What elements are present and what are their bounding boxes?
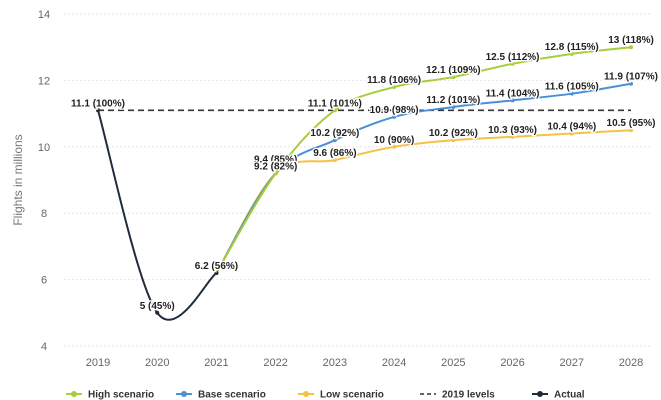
y-tick-label: 10 xyxy=(38,142,50,154)
data-point-low-scenario xyxy=(332,158,337,163)
data-label-low-scenario: 10.2 (92%) xyxy=(429,128,478,139)
data-label-actual: 6.2 (56%) xyxy=(195,261,238,272)
data-point-actual xyxy=(155,310,160,315)
data-point-high-scenario xyxy=(273,171,278,176)
data-label-base-scenario: 11.4 (104%) xyxy=(486,88,540,99)
x-tick-label: 2023 xyxy=(323,357,347,369)
data-label-high-scenario: 12.1 (109%) xyxy=(426,65,480,76)
data-label-low-scenario: 9.4 (85%) xyxy=(254,155,297,166)
data-point-base-scenario xyxy=(569,91,574,96)
x-tick-label: 2027 xyxy=(560,357,584,369)
data-point-low-scenario xyxy=(392,144,397,149)
series-line-low-scenario xyxy=(215,129,632,274)
data-point-base-scenario xyxy=(332,138,337,143)
data-label-low-scenario: 9.6 (86%) xyxy=(313,148,356,159)
data-label-base-scenario: 11.2 (101%) xyxy=(426,95,480,106)
data-label-base-scenario: 11.6 (105%) xyxy=(545,82,599,93)
axes: 4 6 8 10 12 14 2019 2020 2021 2022 2023 2024 2025 202… xyxy=(38,9,643,369)
data-label-low-scenario: 9.2 (82%) xyxy=(254,161,297,172)
data-point-high-scenario xyxy=(569,51,574,56)
data-label-low-scenario: 10.4 (94%) xyxy=(547,122,596,133)
x-tick-label: 2026 xyxy=(500,357,524,369)
data-label-base-scenario: 11.9 (107%) xyxy=(604,72,658,83)
series-line-actual xyxy=(97,109,218,321)
y-axis-label: Flights in millions xyxy=(11,134,25,225)
x-tick-label: 2019 xyxy=(86,357,110,369)
data-label-2019-levels: 11.1 (101%) xyxy=(308,98,362,109)
data-label-base-scenario: 10.9 (98%) xyxy=(370,105,419,116)
data-point-base-scenario xyxy=(629,81,633,86)
data-point-low-scenario xyxy=(569,131,574,136)
data-point-low-scenario xyxy=(451,138,456,143)
data-point-base-scenario xyxy=(510,98,515,103)
data-point-base-scenario xyxy=(451,104,456,109)
x-tick-label: 2020 xyxy=(145,357,169,369)
data-point-actual xyxy=(214,270,219,275)
data-label-low-scenario: 10.3 (93%) xyxy=(488,125,537,136)
data-point-high-scenario xyxy=(332,108,337,113)
legend-item-base-scenario[interactable]: Base scenario xyxy=(176,390,266,400)
data-label-actual: 11.1 (100%) xyxy=(71,98,125,109)
x-tick-label: 2022 xyxy=(263,357,287,369)
series xyxy=(96,45,633,321)
legend-label: High scenario xyxy=(88,390,154,400)
y-tick-label: 8 xyxy=(41,208,47,220)
legend-marker xyxy=(181,391,187,397)
legend-marker xyxy=(71,391,77,397)
data-point-high-scenario xyxy=(451,75,456,80)
x-tick-label: 2028 xyxy=(619,357,643,369)
legend-label: Actual xyxy=(554,390,585,400)
data-label-low-scenario: 10.5 (95%) xyxy=(607,118,656,129)
legend-marker xyxy=(537,391,543,397)
y-tick-label: 4 xyxy=(41,341,47,353)
y-tick-label: 12 xyxy=(38,75,50,87)
legend-label: Low scenario xyxy=(320,390,384,400)
data-label-high-scenario: 13 (118%) xyxy=(608,35,654,46)
data-label-high-scenario: 11.8 (106%) xyxy=(367,75,421,86)
legend-item-low-scenario[interactable]: Low scenario xyxy=(298,390,384,400)
grid xyxy=(64,13,651,347)
data-label-base-scenario: 10.2 (92%) xyxy=(310,128,359,139)
data-label-high-scenario: 12.5 (112%) xyxy=(486,52,540,63)
legend-item-high-scenario[interactable]: High scenario xyxy=(66,390,154,400)
data-point-low-scenario xyxy=(510,134,515,139)
data-label-high-scenario: 12.8 (115%) xyxy=(545,42,599,53)
data-label-low-scenario: 10 (90%) xyxy=(374,135,415,146)
y-tick-label: 6 xyxy=(41,275,47,287)
data-labels: 11.8 (106%) 12.1 (109%) 12.5 (112%) 12.8 (1… xyxy=(70,34,659,313)
legend-item-2019-levels[interactable]: 2019 levels xyxy=(420,390,495,400)
legend-label: Base scenario xyxy=(198,390,266,400)
legend-label: 2019 levels xyxy=(442,390,495,400)
legend-item-actual[interactable]: Actual xyxy=(532,390,585,400)
data-point-low-scenario xyxy=(629,128,633,133)
legend[interactable]: High scenario Base scenario Low scenario 20… xyxy=(66,390,585,400)
y-tick-label: 14 xyxy=(38,9,50,21)
data-point-high-scenario xyxy=(629,45,633,50)
series-line-base-scenario xyxy=(215,82,632,274)
x-tick-label: 2024 xyxy=(382,357,406,369)
data-point-actual xyxy=(96,108,100,113)
x-tick-label: 2021 xyxy=(204,357,228,369)
data-label-actual: 5 (45%) xyxy=(140,301,175,312)
data-point-high-scenario xyxy=(510,61,515,66)
x-tick-label: 2025 xyxy=(441,357,465,369)
data-point-base-scenario xyxy=(392,114,397,119)
data-point-high-scenario xyxy=(392,85,397,90)
legend-marker xyxy=(303,391,309,397)
